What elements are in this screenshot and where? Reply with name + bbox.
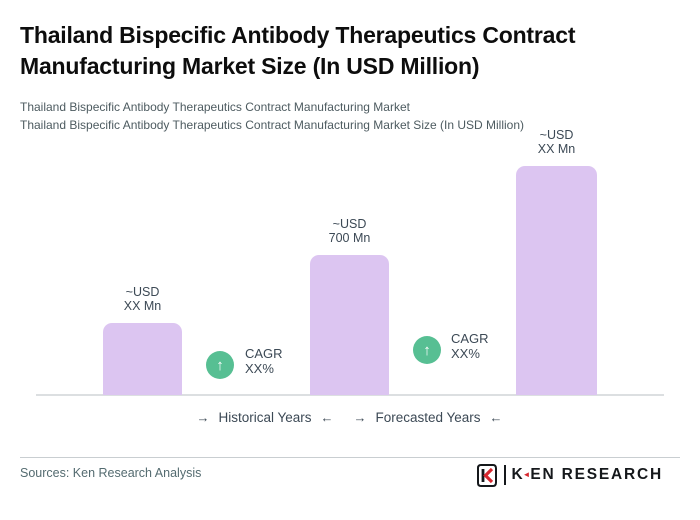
up-arrow-icon: ↑ — [216, 356, 224, 374]
red-chevron-icon: ◄ — [522, 470, 531, 479]
axis-label-historical-years: → Historical Years ← — [196, 410, 333, 425]
cagr-value: XX% — [245, 360, 274, 376]
bar-label-bottom: XX Mn — [123, 299, 162, 313]
bar-label-top: ~USD — [539, 128, 574, 142]
sources-text: Sources: Ken Research Analysis — [20, 466, 202, 480]
subtitle-line-1: Thailand Bispecific Antibody Therapeutic… — [20, 100, 410, 114]
cagr-word: CAGR — [245, 346, 283, 361]
logo-wordmark: K◄EN RESEARCH — [511, 466, 663, 484]
bar-label-bottom: 700 Mn — [328, 231, 371, 245]
footer-divider — [20, 457, 680, 458]
bar-value-label: ~USD XX Mn — [124, 285, 162, 313]
subtitle-line-2: Thailand Bispecific Antibody Therapeutic… — [20, 118, 524, 132]
bar-group-forecast: ~USD XX Mn — [516, 128, 597, 395]
page-title-line1: Thailand Bispecific Antibody Therapeutic… — [20, 22, 576, 48]
page-title: Thailand Bispecific Antibody Therapeutic… — [20, 20, 685, 82]
bar-historical — [103, 323, 182, 395]
logo-rest: EN RESEARCH — [530, 466, 663, 483]
cagr-badge-2: ↑ — [413, 336, 441, 364]
period-label: Forecasted Years — [375, 410, 481, 425]
cagr-word: CAGR — [451, 331, 489, 346]
cagr-badge-1: ↑ — [206, 351, 234, 379]
bar-label-bottom: XX Mn — [537, 142, 576, 156]
cagr-label-1: CAGR XX% — [245, 346, 283, 376]
bar-label-top: ~USD — [125, 285, 160, 299]
left-arrow-icon: ← — [320, 410, 334, 425]
bar-value-label: ~USD XX Mn — [538, 128, 576, 156]
bar-forecast — [516, 166, 597, 395]
axis-label-forecasted-years: → Forecasted Years ← — [353, 410, 502, 425]
bar-mid — [310, 255, 389, 395]
cagr-value: XX% — [451, 345, 480, 361]
logo-divider — [504, 465, 507, 485]
cagr-label-2: CAGR XX% — [451, 331, 489, 361]
page-title-line2: Manufacturing Market Size (In USD Millio… — [20, 53, 480, 79]
bar-group-mid: ~USD 700 Mn — [310, 217, 389, 395]
bar-group-historical: ~USD XX Mn — [103, 285, 182, 395]
ken-research-logo: K◄EN RESEARCH — [475, 462, 663, 488]
bar-value-label: ~USD 700 Mn — [329, 217, 371, 245]
logo-badge-icon — [477, 463, 498, 487]
bar-label-top: ~USD — [332, 217, 367, 231]
chart-baseline — [36, 394, 664, 396]
logo-letter-k: K — [511, 466, 525, 483]
period-label: Historical Years — [218, 410, 312, 425]
right-arrow-icon: → — [353, 410, 367, 425]
up-arrow-icon: ↑ — [423, 341, 431, 359]
right-arrow-icon: → — [196, 410, 210, 425]
left-arrow-icon: ← — [489, 410, 503, 425]
